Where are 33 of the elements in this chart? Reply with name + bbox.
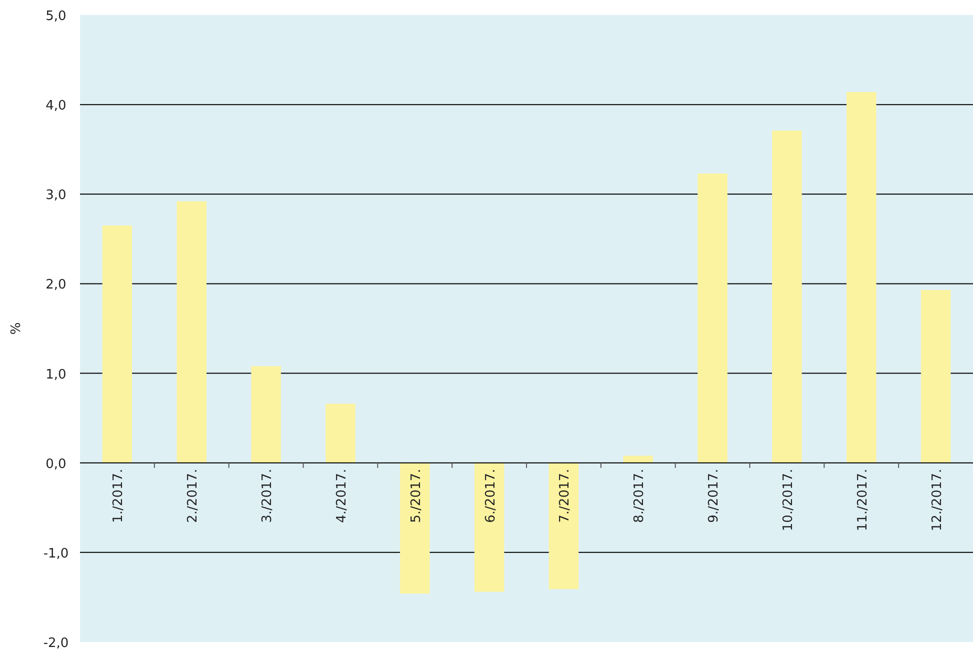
bar [400,462,430,594]
bar [846,92,876,463]
x-tick-label: 9./2017. [706,468,722,523]
x-tick-label: 4./2017. [334,468,350,523]
x-tick-label: 11./2017. [855,468,870,532]
y-tick-label: -2,0 [43,636,69,651]
bar [474,462,504,592]
x-tick-label: 8./2017. [632,468,648,523]
y-tick-label: 5,0 [46,9,66,24]
bar [920,290,951,463]
x-tick-label: 5./2017. [408,468,424,523]
x-tick-label: 3./2017. [260,468,276,523]
bar [176,201,207,463]
y-tick-label: 4,0 [46,98,66,114]
y-tick-label: 1,0 [46,367,66,382]
bar [251,366,281,463]
y-tick-label: -1,0 [43,546,69,562]
x-tick-label: 2./2017. [186,468,201,523]
x-tick-label: 7./2017. [558,468,573,523]
bar [326,404,356,463]
y-axis-title: % [9,322,24,335]
bar [548,462,579,590]
bar [772,130,802,463]
y-tick-label: 0,0 [46,456,66,472]
bar [102,225,132,463]
x-tick-label: 6./2017. [483,468,498,523]
bar [698,174,728,463]
x-tick-label: 1./2017. [111,468,126,523]
x-tick-label: 10./2017. [780,468,796,532]
y-tick-label: 3,0 [46,188,66,204]
x-tick-label: 12./2017. [930,468,945,532]
y-tick-label: 2,0 [46,278,66,293]
bar [623,456,654,463]
